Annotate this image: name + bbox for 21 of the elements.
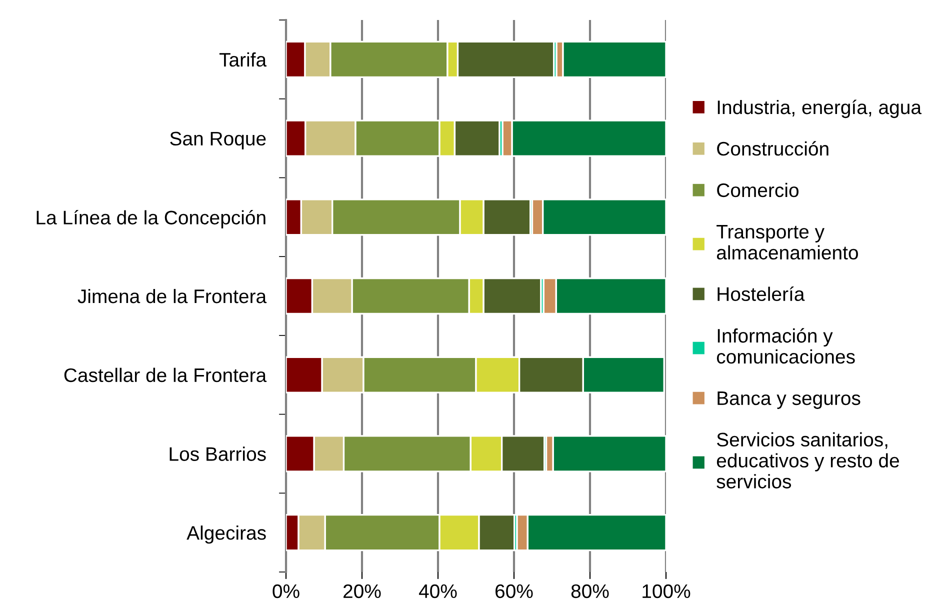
x-tick-label: 20% (344, 584, 381, 598)
x-tick-label: 100% (642, 584, 690, 598)
y-tick-label: La Línea de la Concepción (36, 210, 266, 228)
legend-label: Transporte y almacenamiento (716, 225, 858, 260)
x-tick-label: 40% (418, 584, 457, 598)
legend-label: Hostelería (718, 286, 805, 302)
legend-label: Servicios sanitarios, educativos y resto de servicios (716, 432, 899, 488)
y-tick-label: Jimena de la Frontera (78, 288, 267, 304)
legend-label: Industria, energía, agua (718, 100, 922, 118)
y-tick-label: Algeciras (186, 526, 266, 544)
y-tick-label: Castellar de la Frontera (64, 368, 267, 382)
y-tick-label: Tarifa (219, 52, 267, 67)
legend-label: Comercio (717, 182, 798, 198)
y-tick-label: San Roque (170, 132, 266, 150)
x-tick-label: 0% (272, 584, 300, 598)
legend-label: Construcción (717, 141, 828, 156)
x-tick-label: 60% (496, 584, 533, 598)
legend-label: Banca y seguros (718, 392, 860, 409)
y-tick-label: Los Barrios (170, 446, 266, 461)
x-tick-label: 80% (571, 584, 609, 598)
legend-label: Información y comunicaciones (716, 328, 855, 364)
